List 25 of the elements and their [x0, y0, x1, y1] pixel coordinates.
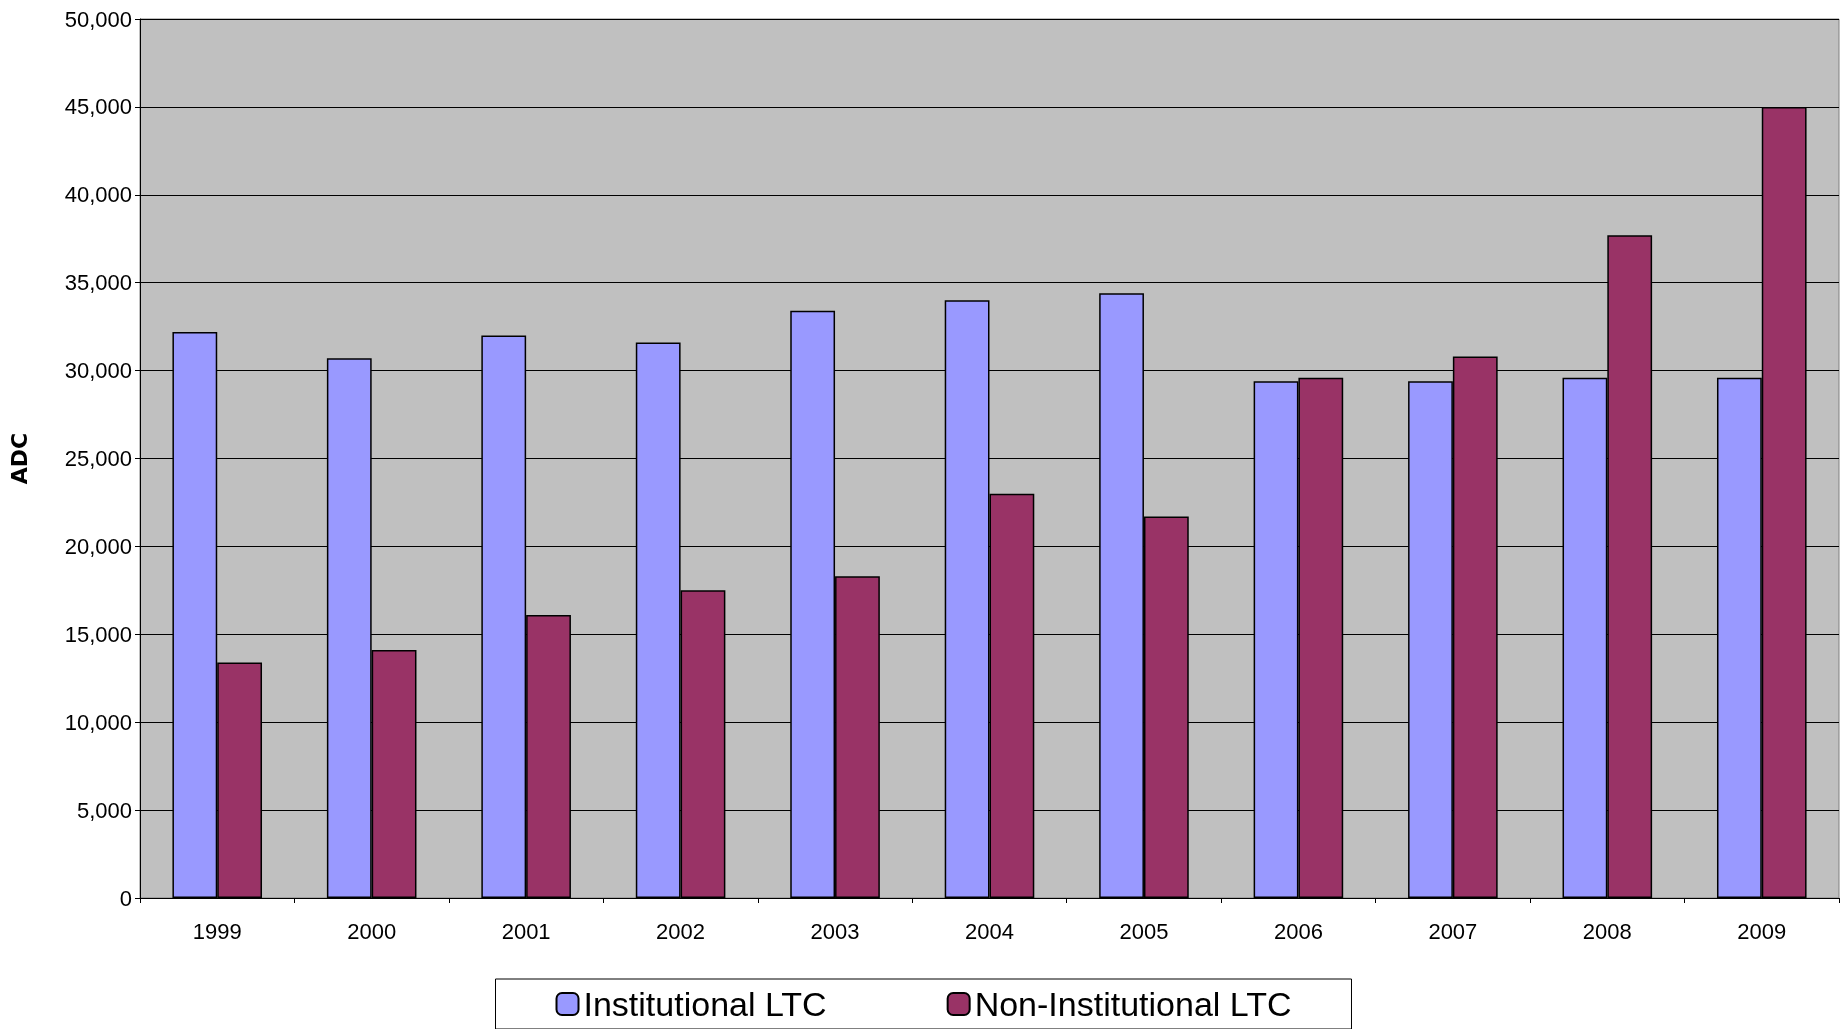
- x-tick-label: 2004: [965, 918, 1014, 944]
- y-tick-label: 40,000: [64, 182, 132, 208]
- y-tick-label: 50,000: [64, 6, 132, 32]
- y-tick-label: 35,000: [64, 270, 132, 296]
- x-tick-label: 2009: [1737, 918, 1787, 944]
- y-tick-label: 45,000: [64, 94, 132, 120]
- y-axis-title: ADC: [6, 432, 32, 485]
- legend-label: Institutional LTC: [583, 985, 827, 1023]
- x-tick-label: 2000: [347, 918, 397, 944]
- y-tick-label: 5,000: [76, 797, 132, 823]
- y-tick-label: 0: [119, 885, 132, 911]
- x-tick-label: 2005: [1119, 918, 1169, 944]
- x-tick-label: 2001: [501, 918, 551, 944]
- x-tick-label: 1999: [192, 918, 242, 944]
- x-tick-label: 2006: [1273, 918, 1323, 944]
- legend-label: Non-Institutional LTC: [974, 985, 1292, 1023]
- y-tick-label: 10,000: [64, 709, 132, 735]
- y-tick-label: 25,000: [64, 446, 132, 471]
- x-tick-label: 2003: [810, 918, 860, 944]
- y-tick-label: 15,000: [64, 621, 132, 647]
- y-tick-label: 30,000: [64, 358, 132, 384]
- x-tick-label: 2007: [1428, 918, 1478, 944]
- x-tick-label: 2002: [656, 918, 706, 944]
- x-tick-label: 2008: [1582, 918, 1632, 944]
- y-tick-label: 20,000: [64, 533, 132, 559]
